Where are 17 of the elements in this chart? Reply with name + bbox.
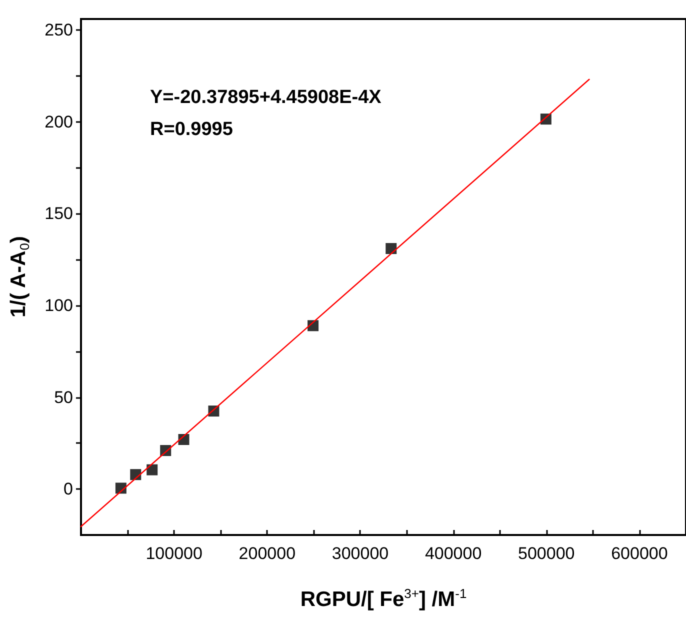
point [386,243,397,254]
x-tick-label: 100000 [146,544,202,563]
y-tick-label: 250 [44,20,73,40]
y-tick-label: 150 [44,204,73,224]
y-tick-label: 100 [44,296,73,315]
y-tick-label: 0 [64,480,73,499]
x-tick-label: 400000 [424,544,482,563]
point [146,464,158,476]
x-tick-label: 300000 [332,544,389,563]
x-tick-label: 500000 [518,544,575,563]
x-tick-label: 600000 [611,544,668,563]
x-tick-label: 200000 [238,544,296,563]
y-tick-label: 50 [54,388,73,407]
y-axis-title: 1/( A-A0) [7,236,32,318]
y-tick-label: 200 [44,112,73,132]
annotation: R=0.9995 [150,119,234,140]
annotation: Y=-20.37895+4.45908E-4X [150,87,382,108]
